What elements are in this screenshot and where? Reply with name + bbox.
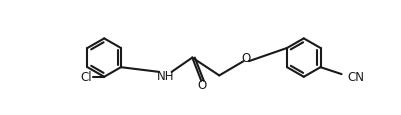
Text: O: O: [196, 78, 206, 91]
Text: CN: CN: [346, 71, 363, 84]
Text: NH: NH: [156, 69, 174, 82]
Text: Cl: Cl: [80, 71, 91, 84]
Text: O: O: [241, 52, 250, 65]
